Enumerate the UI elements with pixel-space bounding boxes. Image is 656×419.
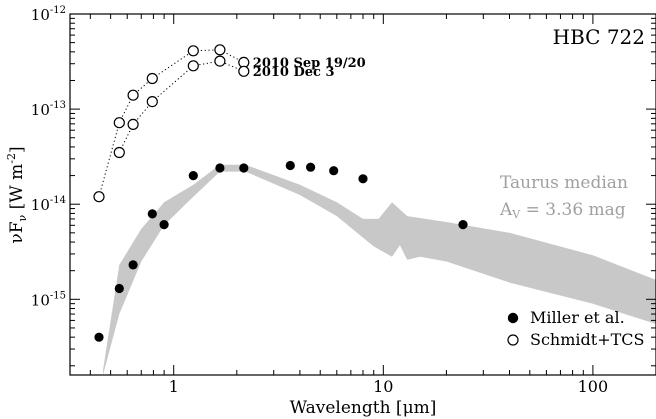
schmidt-tcs-point <box>214 55 226 67</box>
miller-point <box>306 162 316 172</box>
x-tick-label: 1 <box>169 377 179 396</box>
y-tick-label: 10-12 <box>31 5 66 24</box>
taurus-median-band <box>103 164 656 375</box>
ylabel-exp: -2 <box>5 153 18 164</box>
y-tick-exponent: -14 <box>50 195 66 206</box>
epoch-label-1: 2010 Sep 19/20 <box>253 56 366 71</box>
x-tick-label: 10 <box>373 377 393 396</box>
miller-point <box>239 163 249 173</box>
y-tick-base: 10 <box>31 101 50 119</box>
schmidt-tcs-point <box>127 118 139 131</box>
ylabel-main: νF <box>7 221 27 243</box>
y-axis-label: νFν [W m-2] <box>5 146 29 243</box>
y-tick-base: 10 <box>31 6 50 24</box>
band-label-line2: AV = 3.36 mag <box>499 200 626 221</box>
x-axis-label: Wavelength [μm] <box>290 398 437 418</box>
miller-point <box>329 166 339 176</box>
schmidt-tcs-point <box>113 146 125 159</box>
legend-label-1: Miller et al. <box>530 308 625 327</box>
schmidt-tcs-point <box>93 191 105 203</box>
y-tick-label: 10-13 <box>31 100 66 119</box>
band-label-line1: Taurus median <box>500 173 628 193</box>
schmidt-tcs-point <box>113 117 125 129</box>
x-tick-label: 100 <box>578 377 609 396</box>
miller-point <box>285 160 295 171</box>
ylabel-sub: ν <box>16 214 29 221</box>
schmidt-tcs-point <box>238 65 250 77</box>
legend-marker-filled <box>507 312 519 324</box>
miller-point <box>458 220 468 230</box>
ylabel-end: ] <box>7 146 27 153</box>
legend: Miller et al. Schmidt+TCS <box>507 308 644 349</box>
y-tick-base: 10 <box>31 291 50 309</box>
band-label-rest: = 3.36 mag <box>520 200 626 220</box>
chart-title: HBC 722 <box>553 25 645 49</box>
miller-point <box>94 332 104 342</box>
legend-label-2: Schmidt+TCS <box>530 330 644 349</box>
y-tick-exponent: -13 <box>50 100 66 111</box>
miller-point <box>188 171 198 181</box>
miller-point <box>114 283 124 294</box>
ylabel-mid: [W m <box>7 164 27 215</box>
y-tick-label: 10-14 <box>31 195 66 214</box>
schmidt-tcs-point <box>127 89 139 101</box>
band-label: Taurus median AV = 3.36 mag <box>499 173 628 221</box>
miller-point <box>358 174 368 184</box>
miller-point <box>215 163 225 173</box>
y-tick-base: 10 <box>31 196 50 214</box>
taurus-median-band-layer <box>103 164 656 375</box>
legend-marker-open <box>507 334 519 346</box>
y-tick-exponent: -15 <box>50 290 66 301</box>
schmidt-tcs-point <box>214 44 226 56</box>
plot-frame <box>69 13 656 376</box>
schmidt-tcs-markers-layer <box>93 44 250 203</box>
miller-point <box>159 220 169 230</box>
schmidt-tcs-point <box>187 60 199 72</box>
band-label-prefix: A <box>499 200 513 220</box>
epoch-label-2: 2010 Dec 3 <box>253 65 335 80</box>
miller-markers-layer <box>94 160 468 342</box>
miller-point <box>128 260 138 270</box>
miller-point <box>147 209 157 219</box>
y-axis-label-text: νFν [W m-2] <box>5 146 29 243</box>
epoch-line-2 <box>118 60 244 153</box>
y-tick-label: 10-15 <box>31 290 66 309</box>
y-tick-exponent: -12 <box>50 5 66 16</box>
band-label-sub: V <box>511 208 521 221</box>
schmidt-tcs-point <box>146 72 158 85</box>
schmidt-tcs-point <box>187 45 199 57</box>
schmidt-tcs-point <box>146 95 158 108</box>
